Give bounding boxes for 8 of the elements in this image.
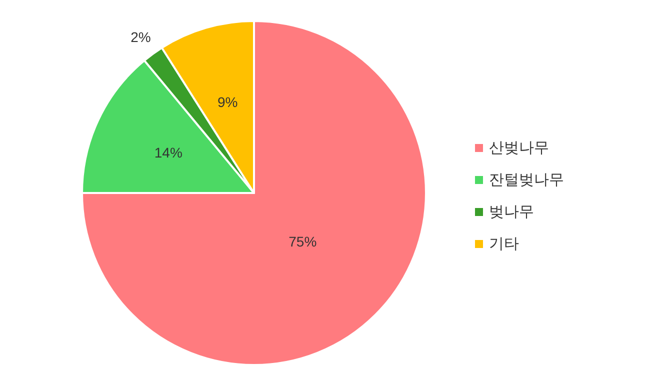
data-label: 2% — [130, 29, 151, 46]
legend-label: 산벚나무 — [489, 140, 549, 156]
data-label: 14% — [154, 144, 182, 161]
data-label: 9% — [217, 94, 238, 110]
legend-label: 잔털벚나무 — [489, 172, 564, 188]
legend-label: 기타 — [489, 236, 519, 252]
data-label: 75% — [288, 234, 317, 250]
legend-label: 벚나무 — [489, 204, 534, 220]
